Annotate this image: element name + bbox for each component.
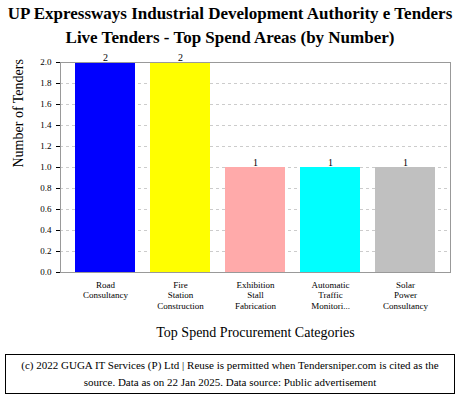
svg-text:0.8: 0.8 bbox=[40, 183, 52, 193]
svg-text:SolarPowerConsultancy: SolarPowerConsultancy bbox=[383, 280, 428, 311]
svg-text:Number of Tenders: Number of Tenders bbox=[11, 59, 26, 167]
svg-text:1.4: 1.4 bbox=[40, 120, 52, 130]
svg-text:0.0: 0.0 bbox=[40, 267, 52, 277]
svg-text:AutomaticTrafficMonitori...: AutomaticTrafficMonitori... bbox=[311, 280, 350, 311]
svg-text:1.8: 1.8 bbox=[40, 78, 52, 88]
svg-text:0.6: 0.6 bbox=[40, 204, 52, 214]
svg-text:1: 1 bbox=[253, 157, 258, 168]
svg-text:0.2: 0.2 bbox=[40, 246, 51, 256]
svg-text:1.6: 1.6 bbox=[40, 99, 52, 109]
html-text:UP Expressways Industrial Deve: UP Expressways Industrial Development Au… bbox=[7, 4, 453, 47]
svg-text:1: 1 bbox=[403, 157, 408, 168]
html-text:(c) 2022 GUGA IT Services (P): (c) 2022 GUGA IT Services (P) Ltd | Reus… bbox=[21, 359, 439, 388]
svg-text:2.0: 2.0 bbox=[40, 57, 52, 67]
svg-text:RoadConsultancy: RoadConsultancy bbox=[83, 280, 128, 300]
svg-text:FireStationConstruction: FireStationConstruction bbox=[157, 280, 204, 311]
svg-text:ExhibitionStallFabrication: ExhibitionStallFabrication bbox=[235, 280, 276, 311]
svg-text:2: 2 bbox=[178, 52, 183, 63]
svg-text:1.2: 1.2 bbox=[40, 141, 51, 151]
svg-text:1: 1 bbox=[328, 157, 333, 168]
svg-text:Top Spend Procurement Categori: Top Spend Procurement Categories bbox=[156, 325, 354, 340]
svg-text:1.0: 1.0 bbox=[40, 162, 52, 172]
svg-text:0.4: 0.4 bbox=[40, 225, 52, 235]
svg-text:2: 2 bbox=[103, 52, 108, 63]
